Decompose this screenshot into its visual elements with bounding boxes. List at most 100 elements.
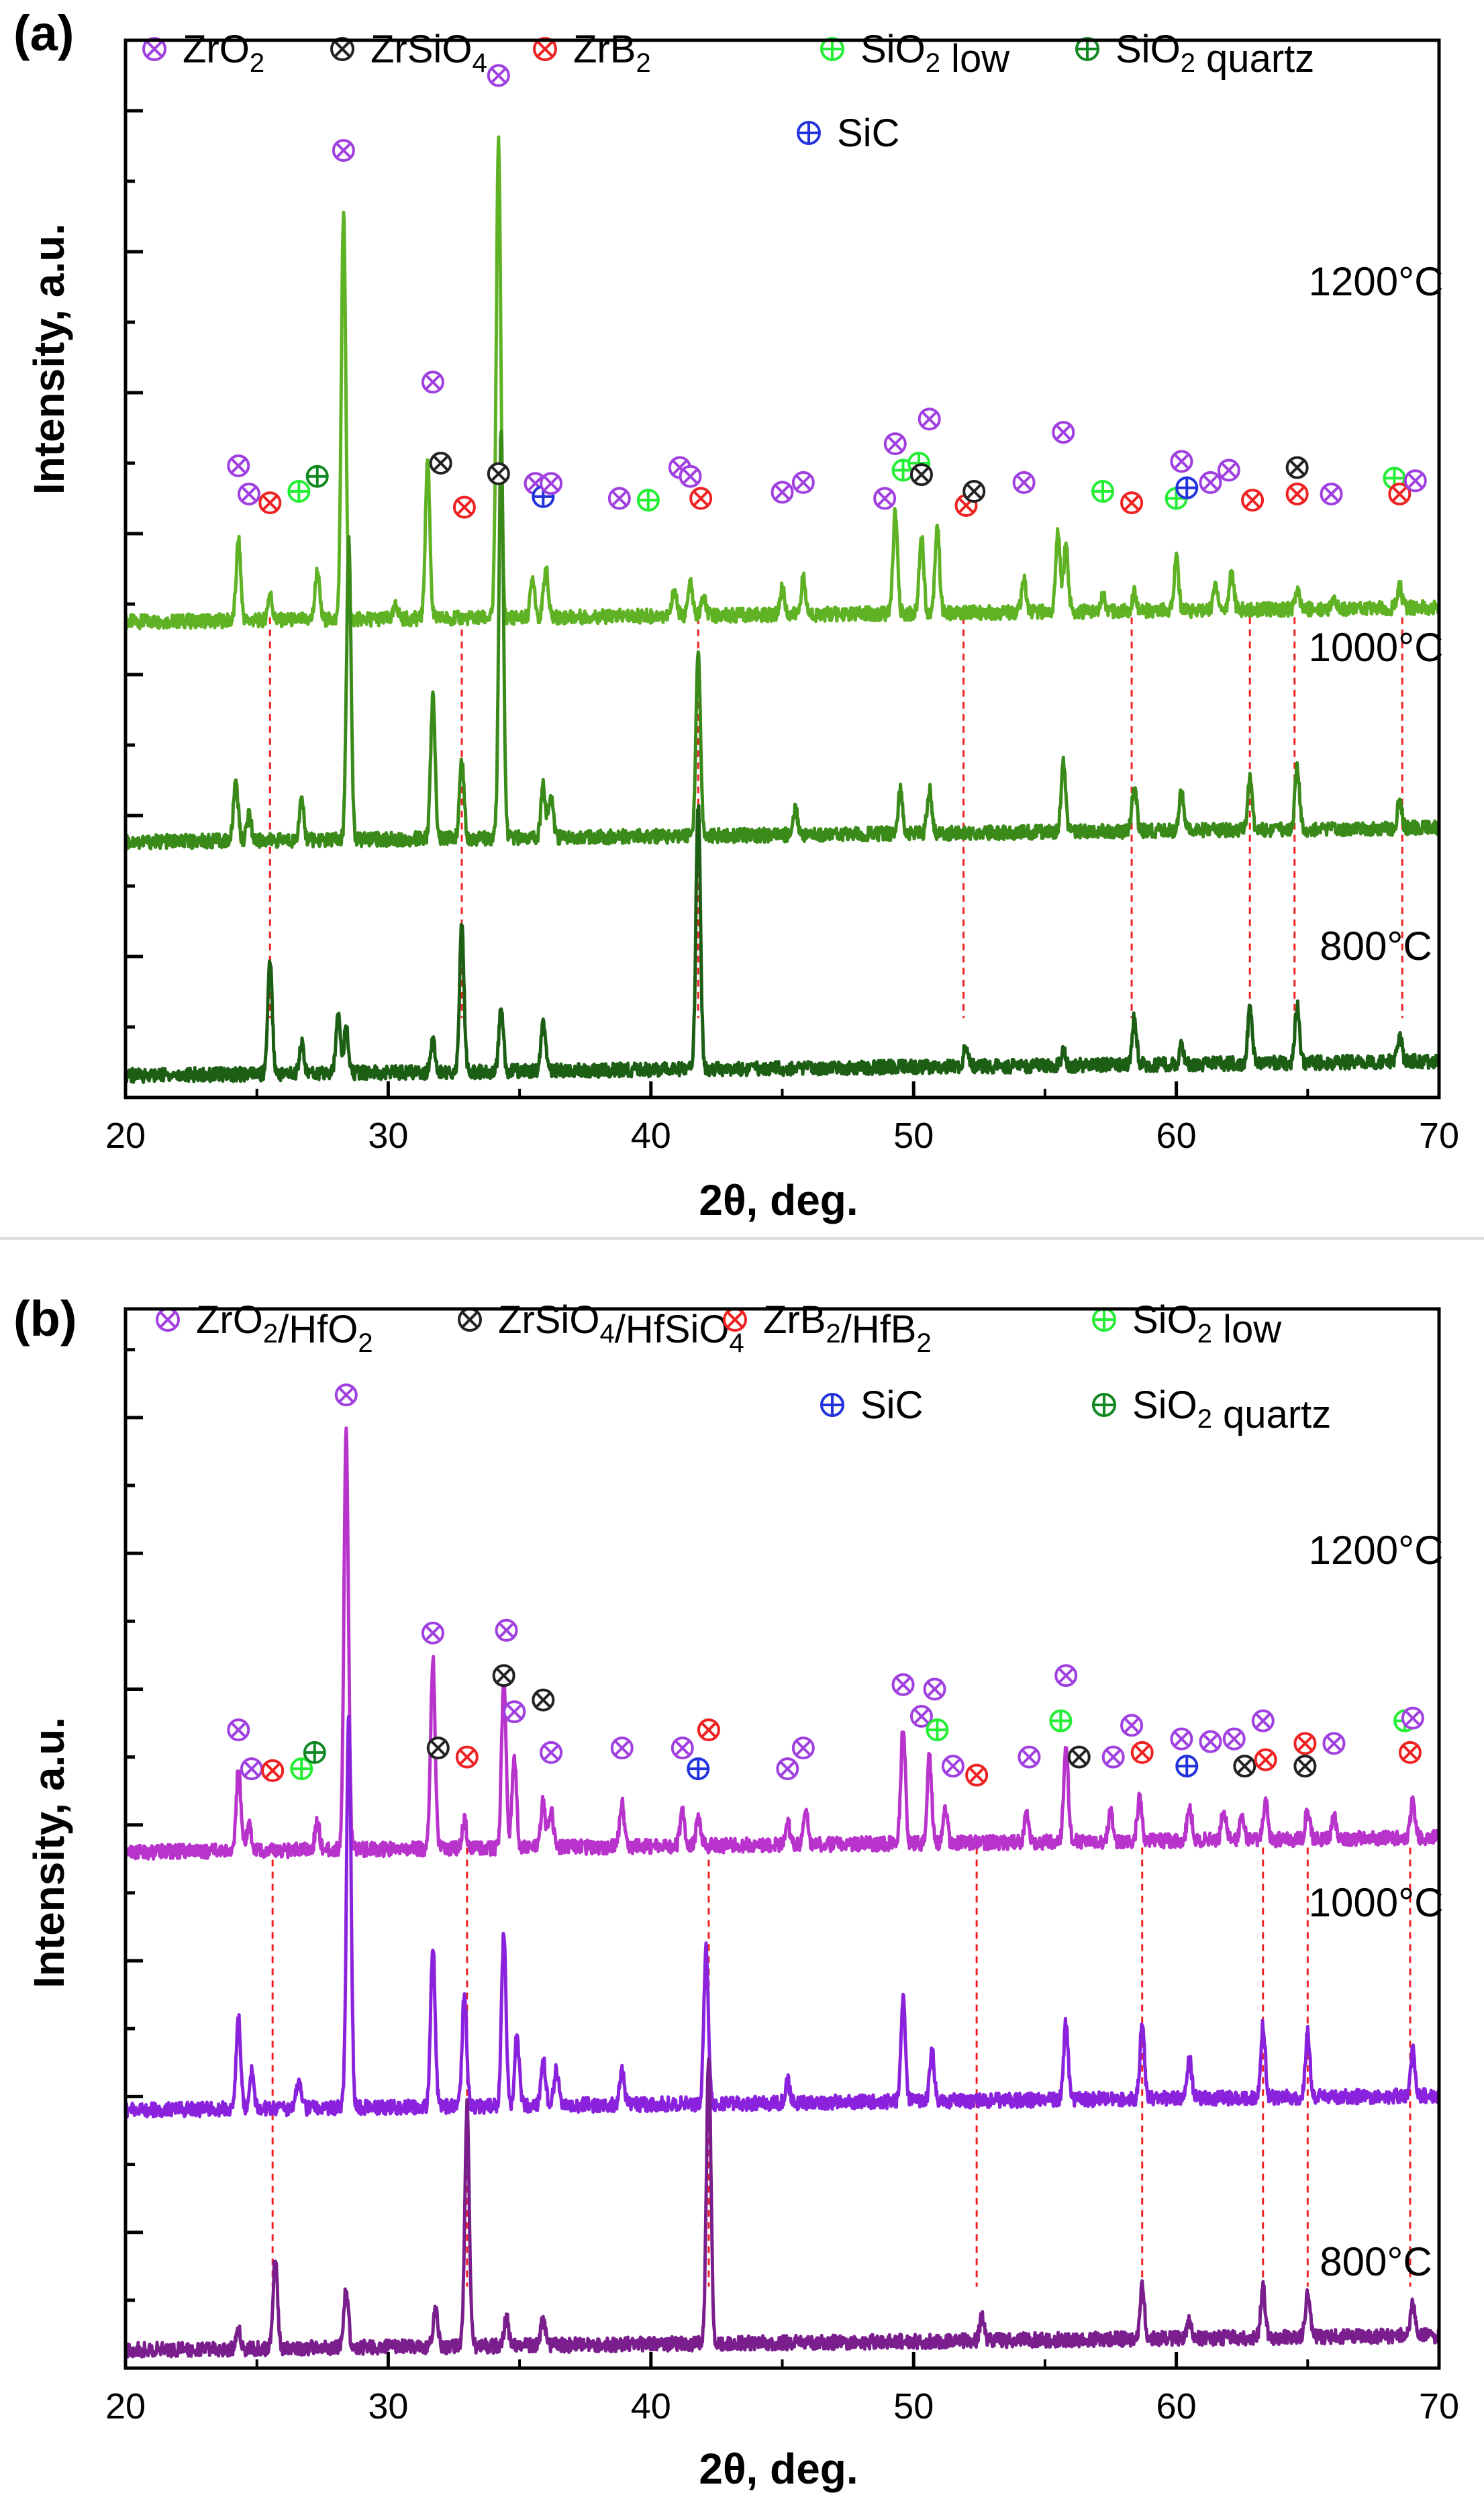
phase-marker-otimes	[1054, 1664, 1078, 1687]
x-tick-label: 20	[105, 1116, 146, 1156]
legend-oplus-icon	[1092, 1308, 1116, 1332]
phase-marker-otimes	[909, 463, 933, 487]
phase-marker-otimes	[941, 1755, 964, 1778]
panel-b-plot-frame	[123, 1307, 1441, 2370]
phase-marker-otimes	[607, 487, 631, 510]
phase-marker-otimes	[1170, 1727, 1193, 1751]
panel-a-trace-labels: 1200°C 1000°C 800°C	[1309, 259, 1444, 969]
legend-oplus-icon	[820, 1393, 844, 1417]
trace-label: 1200°C	[1309, 259, 1444, 304]
x-tick-label: 70	[1419, 2386, 1459, 2427]
phase-marker-otimes	[697, 1718, 720, 1742]
x-tick-label: 50	[893, 2386, 934, 2427]
phase-marker-otimes	[1254, 1748, 1277, 1771]
panel-a-traces	[123, 135, 1441, 1084]
phase-marker-otimes	[918, 407, 941, 431]
trace-1200c	[123, 135, 1440, 630]
phase-marker-otimes	[791, 471, 815, 494]
panel-b-label: (b)	[13, 1291, 77, 1347]
phase-marker-oplus	[1091, 480, 1115, 503]
phase-marker-otimes	[791, 1736, 815, 1760]
phase-marker-otimes	[1217, 458, 1240, 482]
legend-label: ZrO2	[183, 28, 264, 78]
panel-b-traces	[123, 1426, 1441, 2359]
x-tick-label: 40	[631, 1116, 671, 1156]
legend-item: SiC	[820, 1383, 923, 1427]
panel-a-y-axis-label: Intensity, a.u.	[25, 224, 73, 495]
trace-800c	[123, 2057, 1441, 2359]
phase-marker-otimes	[421, 1621, 444, 1645]
phase-marker-otimes	[1293, 1732, 1317, 1755]
trace-label: 800°C	[1320, 2239, 1432, 2284]
phase-marker-otimes	[1199, 1730, 1222, 1753]
phase-marker-otimes	[1233, 1755, 1256, 1778]
panel-a-plot-frame	[123, 38, 1441, 1099]
legend-label: ZrB2	[573, 28, 651, 78]
phase-marker-otimes	[334, 1383, 358, 1407]
phase-marker-otimes	[1052, 421, 1075, 444]
panel-b-x-axis-label: 2θ, deg.	[699, 2445, 858, 2493]
legend-oplus-icon	[1075, 37, 1099, 61]
phase-marker-otimes	[776, 1757, 799, 1781]
x-tick-label: 20	[105, 2386, 146, 2427]
panel-b-ticks: 20 30 40 50 60 70	[105, 1348, 1459, 2427]
phase-marker-otimes	[1199, 471, 1222, 494]
trace-label: 1200°C	[1309, 1528, 1444, 1573]
legend-item: SiO2 quartz	[1092, 1383, 1331, 1436]
phase-marker-otimes	[1120, 1714, 1144, 1737]
phase-marker-otimes	[492, 1664, 515, 1687]
phase-marker-oplus	[1049, 1709, 1073, 1732]
phase-marker-otimes	[689, 487, 713, 510]
phase-marker-otimes	[495, 1618, 518, 1642]
phase-marker-oplus	[891, 458, 915, 482]
legend-item: ZrSiO4	[330, 28, 487, 78]
trace-label: 1000°C	[1309, 625, 1444, 670]
legend-item: SiC	[797, 111, 899, 155]
phase-marker-otimes	[1320, 482, 1343, 505]
phase-marker-otimes	[873, 487, 897, 510]
phase-marker-otimes	[227, 454, 250, 477]
phase-marker-otimes	[883, 432, 907, 456]
phase-marker-oplus	[1175, 1755, 1199, 1778]
phase-marker-otimes	[1222, 1727, 1246, 1751]
phase-marker-otimes	[1012, 471, 1036, 494]
phase-marker-otimes	[1403, 469, 1427, 493]
x-tick-label: 30	[368, 1116, 408, 1156]
trace-800c	[124, 803, 1441, 1084]
phase-marker-otimes	[771, 481, 794, 504]
panel-b-markers	[227, 1383, 1424, 1787]
legend-oplus-icon	[797, 121, 821, 145]
legend-label: SiO2 low	[1132, 1298, 1282, 1351]
phase-marker-otimes	[1293, 1755, 1317, 1778]
legend-otimes-icon	[458, 1308, 482, 1332]
phase-marker-otimes	[532, 1688, 555, 1712]
trace-label: 1000°C	[1309, 1880, 1444, 1925]
legend-label: SiO2 quartz	[1132, 1383, 1331, 1436]
phase-marker-oplus	[303, 1741, 326, 1764]
legend-label: SiO2 low	[860, 28, 1010, 81]
phase-marker-otimes	[1241, 489, 1265, 512]
phase-marker-otimes	[610, 1736, 634, 1760]
panel-a-markers	[227, 64, 1427, 519]
panel-b-reference-lines	[271, 1847, 1412, 2287]
phase-marker-otimes	[1401, 1706, 1424, 1730]
phase-marker-otimes	[1067, 1745, 1091, 1769]
phase-marker-otimes	[503, 1700, 526, 1724]
phase-marker-otimes	[332, 139, 355, 162]
phase-marker-otimes	[540, 472, 563, 495]
phase-marker-otimes	[540, 1741, 563, 1764]
phase-marker-otimes	[1251, 1709, 1275, 1732]
phase-marker-otimes	[1170, 450, 1193, 473]
legend-oplus-icon	[820, 37, 844, 61]
legend-label: SiO2 quartz	[1116, 28, 1314, 81]
trace-1000c	[124, 430, 1441, 851]
phase-marker-otimes	[1388, 482, 1412, 505]
phase-marker-otimes	[421, 371, 444, 394]
legend-oplus-icon	[1092, 1393, 1116, 1417]
phase-marker-oplus	[287, 480, 311, 503]
panel-a-legend: ZrO2 ZrSiO4 ZrB2 SiO2 low SiO2 quartz SiC	[142, 28, 1314, 155]
legend-item: ZrB2	[533, 28, 651, 78]
panel-a-label: (a)	[13, 5, 74, 61]
phase-marker-otimes	[237, 482, 260, 505]
x-tick-label: 30	[368, 2386, 408, 2427]
